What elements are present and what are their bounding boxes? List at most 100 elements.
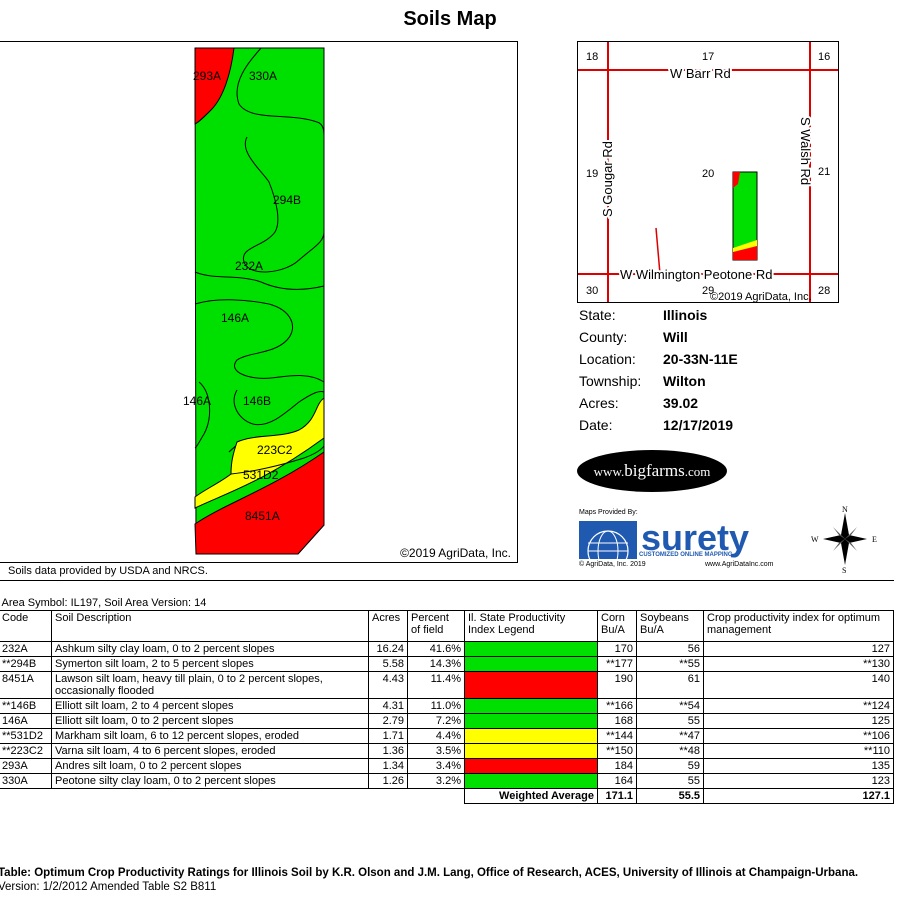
cell-description: Varna silt loam, 4 to 6 percent slopes, …: [51, 743, 369, 759]
col-header: Percent of field: [407, 610, 465, 642]
table-row: 293A Andres silt loam, 0 to 2 percent slo…: [0, 758, 894, 774]
surety-wordmark: surety: [641, 519, 749, 558]
table-row: 232A Ashkum silty clay loam, 0 to 2 perce…: [0, 641, 894, 657]
cell-corn: **166: [597, 698, 637, 714]
cell-corn: **144: [597, 728, 637, 744]
cell-percent: 4.4%: [407, 728, 465, 744]
surety-logo-block[interactable]: Maps Provided By: surety CUSTOMIZED ONLI…: [579, 509, 794, 571]
section-label: 17: [702, 51, 714, 63]
soil-boundary-line: [194, 271, 325, 290]
cell-cpi: 140: [703, 671, 894, 699]
section-label: 20: [702, 168, 714, 180]
info-label: Township:: [579, 373, 642, 389]
soils-table-wrap: Area Symbol: IL197, Soil Area Version: 1…: [0, 580, 894, 804]
soil-label: 146A: [221, 311, 249, 325]
cell-percent: 14.3%: [407, 656, 465, 672]
bigfarms-suffix: .com: [684, 464, 711, 479]
cell-cpi: 135: [703, 758, 894, 774]
cell-corn: 170: [597, 641, 637, 657]
soil-label: 146A: [183, 394, 211, 408]
compass-needle: [841, 539, 849, 565]
cell-code: 232A: [0, 641, 52, 657]
compass-needle: [845, 535, 867, 543]
info-row-acres: Acres: 39.02: [579, 392, 879, 414]
compass-s: S: [842, 566, 846, 573]
soil-label: 330A: [249, 69, 277, 83]
road-label: W Barr Rd: [670, 66, 731, 81]
surety-tagline: CUSTOMIZED ONLINE MAPPING: [639, 552, 733, 558]
soil-zone-8451A: [194, 451, 325, 555]
soil-boundary-line: [194, 381, 211, 449]
field-red-zone: [733, 246, 757, 260]
cell-cpi: 127: [703, 641, 894, 657]
cell-soybeans: 61: [636, 671, 704, 699]
cell-description: Ashkum silty clay loam, 0 to 2 percent s…: [51, 641, 369, 657]
compass-needle: [823, 535, 845, 543]
soils-map[interactable]: 293A 330A 294B 232A 146A 146A 146B 223C2 531D2 84…: [0, 41, 518, 563]
cell-cpi: **124: [703, 698, 894, 714]
cell-legend: [464, 698, 598, 714]
compass-n: N: [842, 505, 848, 514]
soil-label: 232A: [235, 259, 263, 273]
info-row-date: Date: 12/17/2019: [579, 414, 879, 436]
cell-code: **294B: [0, 656, 52, 672]
cell-soybeans: 56: [636, 641, 704, 657]
cell-soybeans: 59: [636, 758, 704, 774]
cell-percent: 41.6%: [407, 641, 465, 657]
info-label: Acres:: [579, 395, 619, 411]
section-label: 29: [702, 285, 714, 297]
table-header-row: Code Soil Description Acres Percent of f…: [0, 610, 894, 642]
cell-percent: 7.2%: [407, 713, 465, 729]
section-label: 30: [586, 285, 598, 297]
info-value: 20-33N-11E: [663, 351, 738, 367]
area-symbol: Area Symbol: IL197, Soil Area Version: 1…: [0, 580, 894, 611]
section-label: 19: [586, 168, 598, 180]
cell-acres: 1.34: [368, 758, 408, 774]
info-label: State:: [579, 307, 616, 323]
globe-icon-bg: [579, 521, 637, 559]
info-row-location: Location: 20-33N-11E: [579, 348, 879, 370]
cell-cpi: 125: [703, 713, 894, 729]
weighted-soybeans: 55.5: [636, 788, 704, 804]
minor-road: [655, 227, 661, 275]
bigfarms-prefix: www.: [593, 464, 625, 479]
compass-needle: [845, 527, 857, 539]
compass-rose-icon: N S W E: [811, 505, 877, 573]
cell-soybeans: 55: [636, 773, 704, 789]
cell-corn: 164: [597, 773, 637, 789]
weighted-average-label: Weighted Average: [464, 788, 598, 804]
section-label: 28: [818, 285, 830, 297]
col-header: Soil Description: [51, 610, 369, 642]
soil-label: 294B: [273, 193, 301, 207]
info-label: Location:: [579, 351, 636, 367]
cell-acres: 5.58: [368, 656, 408, 672]
cell-acres: 2.79: [368, 713, 408, 729]
cell-acres: 1.36: [368, 743, 408, 759]
soil-boundary-line: [236, 47, 325, 138]
cell-legend: [464, 773, 598, 789]
weighted-cpi: 127.1: [703, 788, 894, 804]
cell-legend: [464, 743, 598, 759]
soil-zone-293A: [194, 47, 235, 125]
data-source-note: Soils data provided by USDA and NRCS.: [8, 565, 208, 577]
section-label: 16: [818, 51, 830, 63]
cell-soybeans: **54: [636, 698, 704, 714]
bigfarms-logo[interactable]: www.bigfarms.com: [577, 450, 727, 492]
table-footnote: Table: Optimum Crop Productivity Ratings…: [0, 866, 898, 894]
compass-w: W: [811, 535, 819, 544]
cell-legend: [464, 656, 598, 672]
cell-corn: **177: [597, 656, 637, 672]
info-value: 39.02: [663, 395, 699, 411]
locator-copyright: ©2019 AgriData, Inc.: [710, 291, 812, 302]
locator-map[interactable]: 18 17 16 19 20 21 30 29 28 W Barr Rd S G…: [577, 41, 839, 303]
surety-url: www.AgriDataInc.com: [705, 561, 774, 568]
table-row: **223C2 Varna silt loam, 4 to 6 percent s…: [0, 743, 894, 759]
cell-description: Peotone silty clay loam, 0 to 2 percent …: [51, 773, 369, 789]
weighted-corn: 171.1: [597, 788, 637, 804]
cell-cpi: **106: [703, 728, 894, 744]
page-title: Soils Map: [403, 8, 497, 30]
cell-acres: 4.31: [368, 698, 408, 714]
cell-soybeans: **55: [636, 656, 704, 672]
info-row-county: County: Will: [579, 326, 879, 348]
cell-code: 330A: [0, 773, 52, 789]
